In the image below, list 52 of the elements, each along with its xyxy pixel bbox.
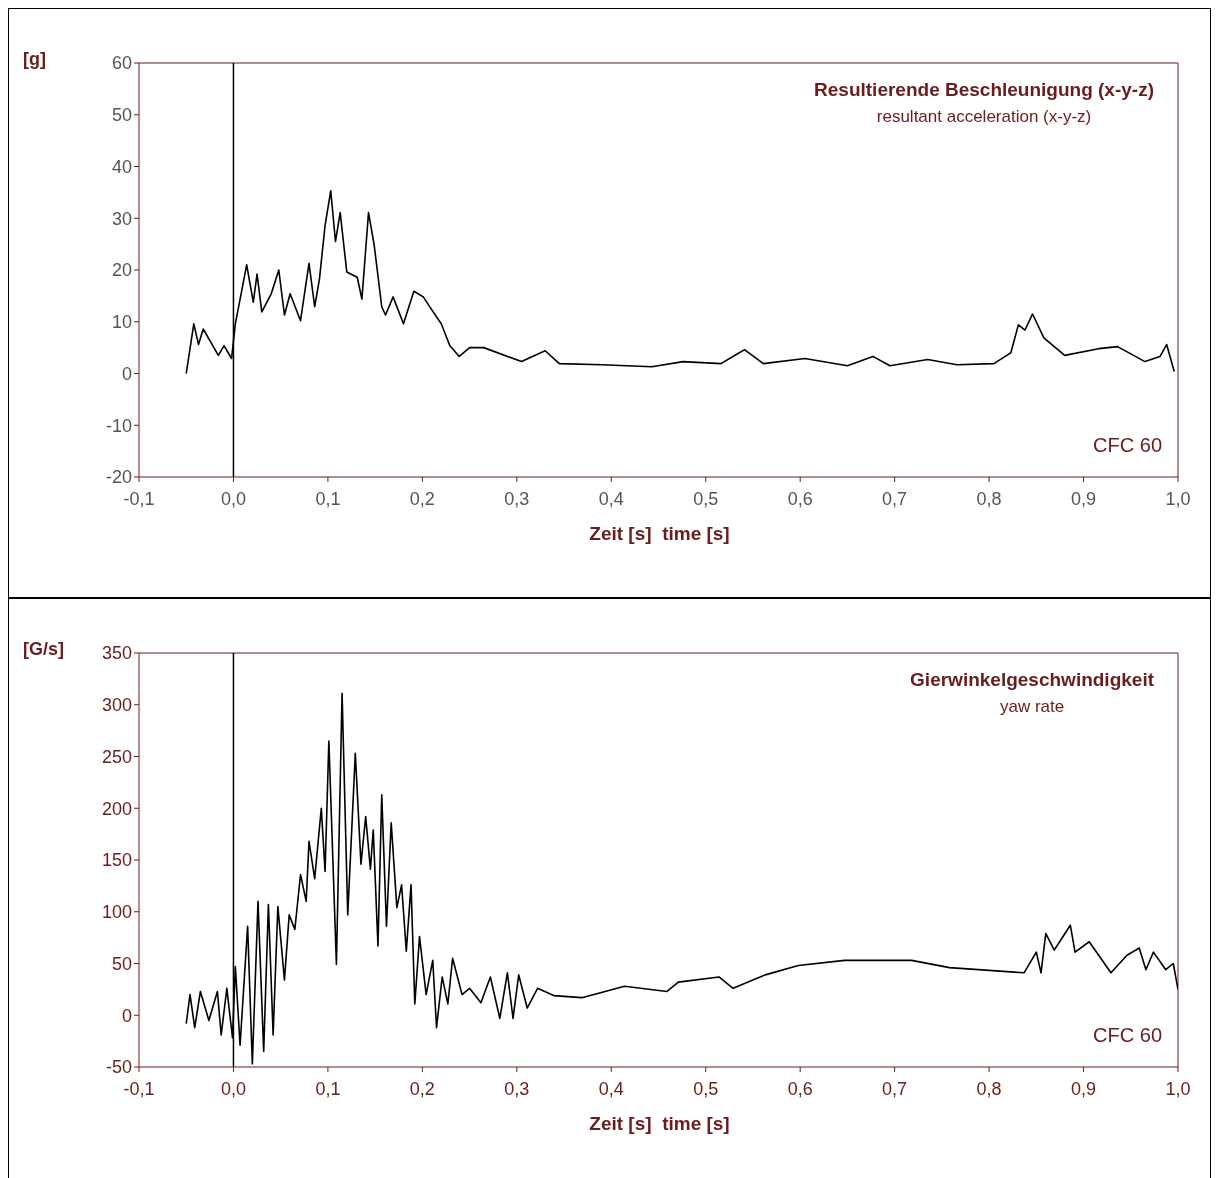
x-tick-label: 1,0 — [1165, 1078, 1191, 1099]
y-tick-label: 250 — [101, 746, 132, 767]
y-tick-label: -20 — [105, 467, 132, 488]
x-tick-label: 0,9 — [1071, 488, 1097, 509]
x-tick-label: 0,6 — [787, 488, 813, 509]
x-tick-label: 0,4 — [598, 488, 624, 509]
y-tick-label: 100 — [101, 902, 132, 923]
y-axis-title: [G/s] — [23, 639, 65, 660]
y-tick-label: -50 — [105, 1057, 132, 1078]
x-tick-label: -0,1 — [123, 488, 155, 509]
x-tick-label: 0,5 — [693, 1078, 719, 1099]
y-tick-label: 350 — [101, 643, 132, 664]
x-tick-label: 0,1 — [315, 488, 341, 509]
annotation: CFC 60 — [1093, 1024, 1162, 1047]
text: Resultierende Beschleunigung (x-y-z) — [814, 79, 1154, 101]
x-tick-label: 0,6 — [787, 1078, 813, 1099]
x-tick-label: -0,1 — [123, 1078, 155, 1099]
x-tick-label: 0,7 — [882, 488, 908, 509]
text: yaw rate — [998, 697, 1066, 717]
x-tick-label: 0,4 — [598, 1078, 624, 1099]
x-tick-label: 0,2 — [409, 1078, 435, 1099]
x-tick-label: 0,1 — [315, 1078, 341, 1099]
y-tick-label: 60 — [111, 53, 132, 74]
x-tick-label: 0,3 — [504, 488, 530, 509]
y-tick-label: 10 — [111, 312, 132, 333]
text: resultant acceleration (x-y-z) — [875, 107, 1093, 127]
y-tick-label: 0 — [121, 1005, 132, 1026]
x-axis-title: Zeit [s] time [s] — [588, 523, 731, 545]
x-tick-label: 0,0 — [220, 488, 246, 509]
y-tick-label: 50 — [111, 105, 132, 126]
y-tick-label: 300 — [101, 695, 132, 716]
x-tick-label: 0,8 — [976, 1078, 1002, 1099]
y-axis-title: [g] — [23, 49, 46, 70]
x-tick-label: 0,7 — [882, 1078, 908, 1099]
y-tick-label: 50 — [111, 953, 132, 974]
text: Gierwinkelgeschwindigkeit — [910, 669, 1154, 691]
y-tick-label: -10 — [105, 415, 132, 436]
x-tick-label: 0,0 — [220, 1078, 246, 1099]
y-tick-label: 200 — [101, 798, 132, 819]
y-tick-label: 30 — [111, 208, 132, 229]
y-tick-label: 20 — [111, 260, 132, 281]
x-axis-title: Zeit [s] time [s] — [588, 1113, 731, 1135]
x-tick-label: 0,2 — [409, 488, 435, 509]
x-tick-label: 0,3 — [504, 1078, 530, 1099]
x-tick-label: 1,0 — [1165, 488, 1191, 509]
x-tick-label: 0,5 — [693, 488, 719, 509]
y-tick-label: 150 — [101, 850, 132, 871]
y-tick-label: 0 — [121, 363, 132, 384]
x-tick-label: 0,9 — [1071, 1078, 1097, 1099]
annotation: CFC 60 — [1093, 434, 1162, 457]
x-tick-label: 0,8 — [976, 488, 1002, 509]
y-tick-label: 40 — [111, 156, 132, 177]
